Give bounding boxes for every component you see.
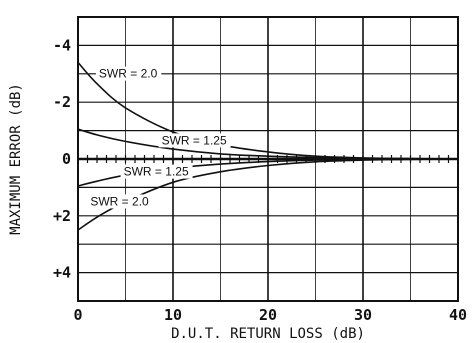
annotations: SWR = 2.0 SWR = 1.25 SWR = 1.25 SWR = 2.0 bbox=[87, 66, 231, 209]
series-label: SWR = 1.25 bbox=[124, 165, 189, 179]
x-tick-label: 30 bbox=[354, 306, 372, 324]
curves bbox=[77, 61, 459, 231]
series-line-3 bbox=[77, 158, 459, 231]
annotation-bg bbox=[120, 164, 193, 179]
x-axis-label: D.U.T. RETURN LOSS (dB) bbox=[171, 326, 365, 342]
y-tick-label: +4 bbox=[53, 264, 71, 282]
tick-labels: 0 10 20 30 40 -4 -2 0 +2 +4 bbox=[53, 36, 467, 324]
y-tick-label: +2 bbox=[53, 207, 71, 225]
x-tick-label: 10 bbox=[164, 306, 182, 324]
plot-frame bbox=[77, 16, 459, 302]
y-tick-label: -2 bbox=[53, 93, 71, 111]
series-label: SWR = 2.0 bbox=[90, 194, 149, 208]
series-line-1 bbox=[77, 128, 459, 160]
annotation-bg bbox=[87, 194, 153, 209]
series-label: SWR = 2.0 bbox=[99, 67, 158, 81]
x-tick-label: 40 bbox=[449, 306, 467, 324]
annotation-bg bbox=[95, 66, 162, 81]
x-tick-label: 0 bbox=[73, 306, 82, 324]
x-tick-label: 20 bbox=[259, 306, 277, 324]
series-label: SWR = 1.25 bbox=[162, 133, 227, 147]
y-axis-label: MAXIMUM ERROR (dB) bbox=[8, 83, 24, 235]
annotation-bg bbox=[158, 133, 231, 148]
y-tick-label: 0 bbox=[62, 150, 71, 168]
y-tick-label: -4 bbox=[53, 36, 71, 54]
